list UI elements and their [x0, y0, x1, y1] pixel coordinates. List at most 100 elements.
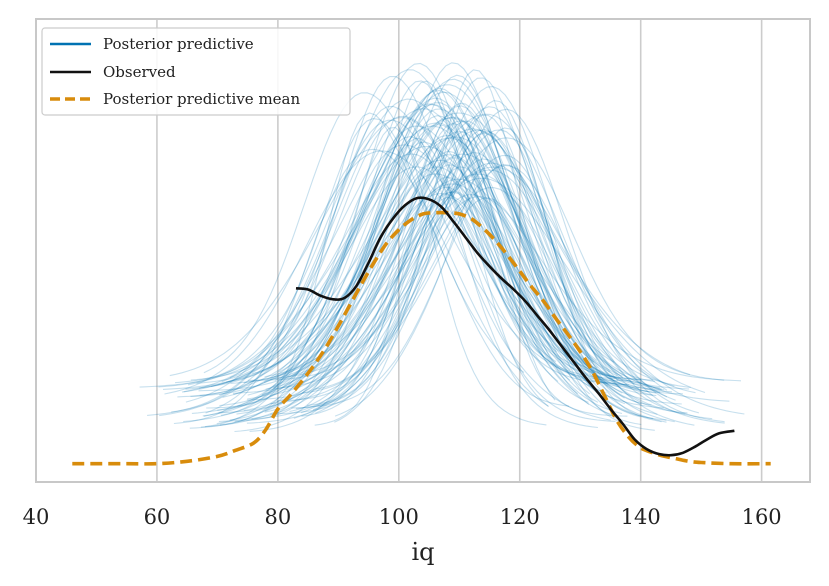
x-tick-label: 140 [621, 505, 661, 529]
observed-layer [295, 196, 735, 457]
posterior-draw-line [183, 153, 662, 393]
x-tick-label: 120 [500, 505, 540, 529]
observed-line [295, 196, 735, 457]
posterior-draw-line [252, 80, 616, 380]
x-tick-label: 60 [144, 505, 171, 529]
x-axis-label: iq [411, 538, 434, 566]
posterior-draw-line [299, 166, 621, 388]
posterior-draw-line [317, 120, 609, 407]
posterior-draw-line [315, 176, 612, 416]
posterior-draw-line [185, 108, 664, 409]
posterior-draw-line [230, 128, 691, 385]
posterior-draw-line [139, 166, 642, 388]
posterior-draw-line [312, 131, 713, 420]
posterior-draw-line [199, 113, 696, 397]
posterior-draw-line [302, 154, 624, 394]
plot-frame [35, 18, 811, 483]
posterior-draw-line [306, 129, 652, 406]
posterior-draw-line [265, 103, 683, 395]
posterior-draw-line [159, 84, 686, 417]
posterior-draw-line [190, 183, 657, 398]
posterior-predictive-draws [139, 62, 745, 433]
posterior-draw-line [264, 169, 725, 424]
posterior-draw-line [222, 117, 598, 398]
posterior-draw-line [196, 75, 608, 384]
posterior-draw-line [220, 87, 591, 416]
posterior-draw-line [314, 150, 642, 426]
posterior-draw-line [191, 125, 676, 414]
posterior-draw-line [279, 78, 595, 373]
posterior-draw-line [206, 112, 570, 409]
posterior-draw-line [185, 89, 640, 390]
legend: Posterior predictive Observed Posterior … [41, 27, 351, 116]
posterior-draw-line [273, 91, 661, 393]
posterior-draw-line [171, 69, 589, 413]
posterior-draw-line [205, 105, 611, 421]
posterior-draw-line [229, 115, 557, 379]
posterior-draw-line [164, 150, 649, 395]
legend-label-observed: Observed [103, 63, 176, 81]
posterior-draw-line [263, 137, 597, 383]
posterior-draw-line [169, 117, 642, 381]
posterior-draw-line [270, 62, 598, 381]
legend-box [41, 27, 351, 116]
posterior-draw-line [187, 122, 660, 389]
posterior-draw-line [183, 125, 625, 423]
x-tick-label: 160 [742, 505, 782, 529]
legend-label-posterior-predictive: Posterior predictive [103, 35, 254, 53]
posterior-draw-line [202, 62, 579, 417]
posterior-draw-line [289, 164, 599, 413]
posterior-draw-line [234, 137, 616, 422]
posterior-draw-line [190, 136, 615, 381]
posterior-draw-line [177, 103, 571, 398]
posterior-draw-line [247, 166, 654, 381]
posterior-draw-line [219, 141, 559, 407]
posterior-draw-line [269, 187, 730, 402]
posterior-draw-line [232, 86, 675, 394]
posterior-draw-line [334, 127, 662, 423]
posterior-draw-line [251, 164, 700, 420]
posterior-draw-line [203, 92, 628, 386]
posterior-draw-line [181, 145, 618, 393]
x-tick-labels: 40 60 80 100 120 140 160 [23, 505, 782, 529]
posterior-draw-line [301, 196, 623, 417]
posterior-draw-line [264, 137, 725, 381]
posterior-draw-line [247, 102, 544, 400]
x-tick-label: 80 [265, 505, 292, 529]
posterior-draw-line [173, 148, 550, 425]
posterior-draw-line [275, 196, 742, 382]
posterior-draw-line [221, 118, 525, 383]
posterior-draw-line [246, 106, 611, 401]
posterior-draw-line [273, 129, 691, 389]
posterior-draw-line [218, 130, 642, 414]
posterior-draw-line [270, 100, 688, 415]
posterior-draw-line [198, 97, 575, 389]
posterior-draw-line [203, 116, 658, 417]
posterior-draw-line [259, 144, 630, 386]
posterior-draw-line [219, 104, 571, 396]
posterior-draw-line [276, 114, 604, 402]
legend-label-posterior-mean: Posterior predictive mean [103, 90, 300, 108]
posterior-draw-line [217, 134, 623, 411]
posterior-draw-line [270, 197, 682, 405]
x-tick-label: 40 [23, 505, 50, 529]
posterior-draw-line [293, 120, 675, 423]
posterior-draw-line [301, 190, 575, 377]
posterior-draw-line [243, 162, 668, 412]
posterior-draw-line [249, 105, 613, 432]
posterior-draw-line [286, 186, 632, 382]
posterior-draw-line [269, 80, 549, 418]
posterior-draw-line [174, 153, 557, 384]
posterior-draw-line [334, 69, 655, 431]
posterior-draw-line [315, 132, 673, 393]
posterior-draw-line [264, 157, 628, 417]
posterior-draw-line [233, 112, 706, 395]
posterior-draw-line [291, 164, 619, 409]
posterior-draw-line [236, 177, 745, 415]
posterior-draw-line [219, 126, 547, 426]
posterior-draw-line [216, 173, 695, 426]
posterior-draw-line [295, 77, 635, 410]
posterior-draw-line [158, 119, 588, 388]
x-tick-label: 100 [379, 505, 419, 529]
